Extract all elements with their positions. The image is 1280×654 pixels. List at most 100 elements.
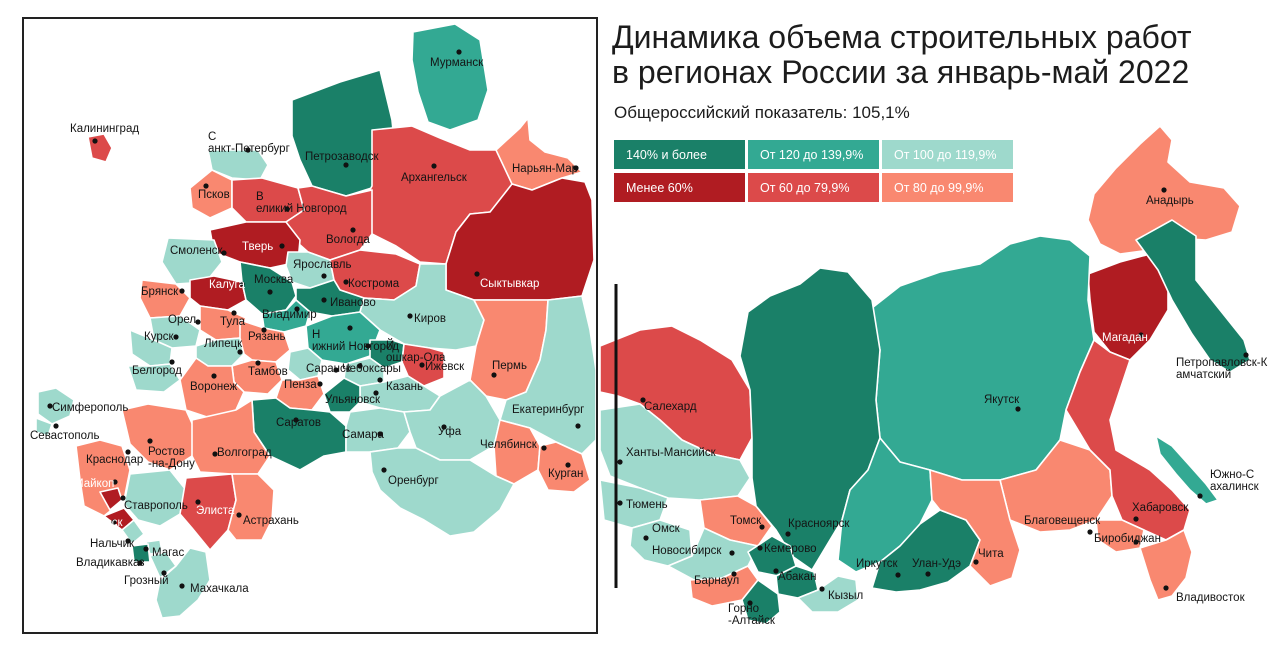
city-dot-tambov [255,360,261,366]
title-line-1: Динамика объема строительных работ [612,19,1192,55]
city-dot-belgorod [169,359,175,365]
region-chita [929,469,1021,587]
region-simferopol [37,387,75,425]
region-kaluga [189,275,247,311]
city-dot-novosibirsk [729,550,735,556]
region-khabarovsk [1065,339,1191,541]
region-label-chita: Чита [978,548,1004,560]
city-dot-kostroma [343,279,349,285]
city-dot-saratov [293,417,299,423]
region-label-salekhard: Салехард [644,401,697,413]
city-dot-arkhangelsk [431,163,437,169]
region-label-omsk: Омск [652,523,681,535]
city-dot-khanty-mansiysk [617,459,623,465]
region-label-smolensk: Смоленск [170,245,224,257]
city-dot-yuzhno-sakhalinsk [1197,493,1203,499]
region-label-ulan-ude: Улан-Удэ [912,558,961,570]
legend-item-below-60: Менее 60% [614,173,745,202]
region-label-chelyabinsk: Челябинск [480,439,538,451]
region-label-tambov: Тамбов [248,366,288,378]
city-dot-voronezh [211,373,217,379]
region-label-syktyvkar: Сыктывкар [480,278,539,290]
region-label-tyumen: Тюмень [626,499,668,511]
region-label-vladivostok: Владивосток [1176,592,1246,604]
region-label-makhachkala: Махачкала [190,583,249,595]
region-label-izhevsk: Ижевск [425,361,465,373]
region-label-belgorod: Белгород [132,365,182,377]
city-dot-murmansk [456,49,462,55]
city-dot-magas [143,546,149,552]
legend-item-100-119: От 100 до 119,9% [882,140,1013,169]
legend-label: Менее 60% [626,180,693,195]
region-kurgan [537,441,591,493]
region-label-voronezh: Воронеж [190,381,237,393]
region-label-elista: Элиста [196,505,235,517]
region-label-gorno-altaysk: Горно -Алтайск [728,603,776,627]
city-dot-sevastopol [53,423,59,429]
region-gorno-altaysk [741,579,781,625]
region-label-samara: Самара [342,429,385,441]
city-dot-kyzyl [819,586,825,592]
region-label-orel: Орел [168,314,196,326]
legend-item-140-plus: 140% и более [614,140,745,169]
city-dot-lipetsk [237,349,243,355]
region-label-vladimir: Владимир [262,309,317,321]
region-label-bryansk: Брянск [141,286,179,298]
city-dot-tver [279,243,285,249]
region-label-kazan: Казань [386,381,423,393]
city-dot-pskov [203,183,209,189]
city-dot-smolensk [221,250,227,256]
city-dot-kursk [173,334,179,340]
region-label-novosibirsk: Новосибирск [652,545,722,557]
region-label-volgograd: Волгоград [217,447,272,459]
city-dot-rostov [147,438,153,444]
region-label-cherkessk: Черкесск [74,517,124,529]
city-dot-samara [377,431,383,437]
region-label-ulyanovsk: Ульяновск [325,394,381,406]
city-dot-astrakhan [236,512,242,518]
city-dot-spb [245,147,251,153]
region-label-murmansk: Мурманск [430,57,484,69]
region-label-penza: Пенза [284,379,317,391]
city-dot-kemerovo [757,545,763,551]
city-dot-petropavlovsk [1243,352,1249,358]
region-yuzhno-sakhalinsk [1155,435,1219,505]
region-label-tula: Тула [220,316,246,328]
city-dot-blagoveshchensk [1087,529,1093,535]
region-label-vladikavkaz: Владикавказ [76,557,145,569]
city-dot-novgorod [284,206,290,212]
city-dot-cheboksary [357,363,363,369]
region-label-ekaterinburg: Екатеринбург [512,404,584,416]
region-label-petrozavodsk: Петрозаводск [305,151,379,163]
city-dot-omsk [643,535,649,541]
region-label-saratov: Саратов [276,417,321,429]
city-dot-volgograd [212,451,218,457]
city-dot-ivanovo [321,297,327,303]
region-label-kostroma: Кострома [348,278,400,290]
region-label-anadyr: Анадырь [1146,195,1194,207]
city-dot-kaluga [239,281,245,287]
region-label-astrakhan: Астрахань [243,515,299,527]
region-label-arkhangelsk: Архангельск [401,172,468,184]
city-dot-orenburg [381,467,387,473]
city-dot-gorno-altaysk [747,600,753,606]
region-label-naryan-mar: Нарьян-Мар [512,163,578,175]
city-dot-bryansk [179,288,185,294]
region-label-sevastopol: Севастополь [30,430,99,442]
city-dot-elista [195,499,201,505]
city-dot-stavropol [120,495,126,501]
region-label-simferopol: Симферополь [52,402,128,414]
region-label-barnaul: Барнаул [694,575,739,587]
city-dot-anadyr [1161,187,1167,193]
city-dot-makhachkala [179,583,185,589]
city-dot-khabarovsk [1133,516,1139,522]
legend: 140% и более От 120 до 139,9% От 100 до … [614,140,1014,204]
region-label-tver: Тверь [242,241,273,253]
city-dot-kurgan [565,462,571,468]
region-label-saransk: Саранск [306,363,352,375]
city-dot-vladimir [294,306,300,312]
region-label-vologda: Вологда [326,234,370,246]
city-dot-tyumen [617,500,623,506]
